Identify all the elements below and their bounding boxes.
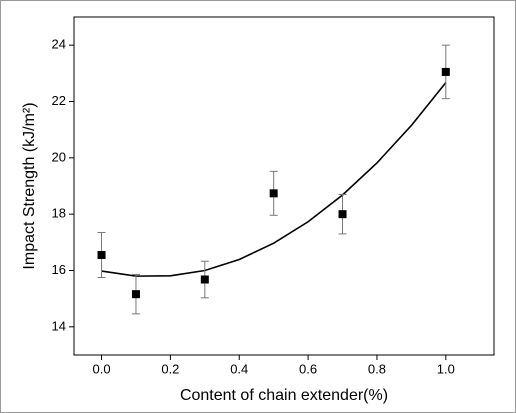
point [131,290,140,299]
y-tick-label: 18 [52,206,66,221]
x-tick-label: 0.0 [93,361,111,376]
x-tick-label: 0.4 [230,361,248,376]
point [97,251,106,260]
x-tick-label: 0.8 [368,361,386,376]
x-tick-label: 1.0 [437,361,455,376]
y-tick-label: 24 [52,37,66,52]
point [338,210,347,219]
point [441,67,450,76]
y-axis-label: Impact Strength (kJ/m²) [21,102,38,269]
y-tick-label: 22 [52,93,66,108]
x-tick-label: 0.2 [161,361,179,376]
point [269,189,278,198]
plot-box [73,16,495,356]
y-tick-label: 16 [52,262,66,277]
fit-curve [101,82,447,277]
y-tick-label: 14 [52,318,66,333]
y-tick-label: 20 [52,149,66,164]
x-axis-label: Content of chain extender(%) [180,387,388,404]
point [200,275,209,284]
x-tick-label: 0.6 [299,361,317,376]
